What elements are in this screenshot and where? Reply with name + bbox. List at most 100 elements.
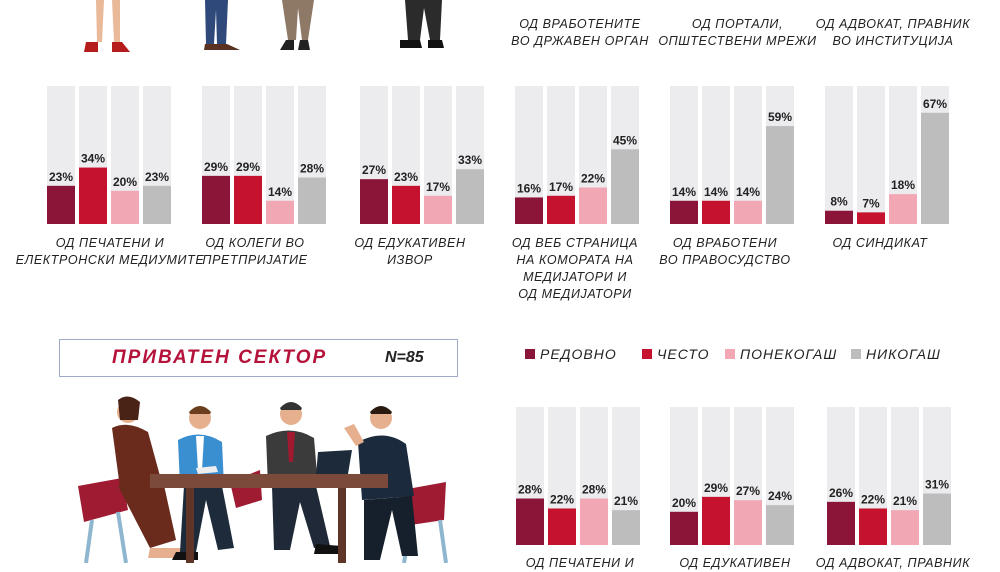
data-label: 22%	[861, 492, 885, 506]
bar	[766, 505, 794, 545]
bar	[857, 212, 885, 224]
data-label: 20%	[113, 175, 137, 189]
data-label: 21%	[614, 494, 638, 508]
data-label: 22%	[581, 171, 605, 185]
data-label: 67%	[923, 97, 947, 111]
category-label: ОД ПЕЧАТЕНИ И	[525, 556, 635, 570]
legend-swatch	[642, 349, 652, 359]
category-label: ОД ПЕЧАТЕНИ И ЕЛЕКТРОНСКИ МЕДИУМИТЕ	[15, 236, 205, 267]
legend-label: ПОНЕКОГАШ	[740, 346, 838, 362]
bar	[456, 169, 484, 224]
legend-item-ponekogash: ПОНЕКОГАШ	[725, 346, 837, 362]
data-label: 24%	[768, 489, 792, 503]
data-label: 22%	[550, 492, 574, 506]
data-label: 31%	[925, 478, 949, 492]
data-label: 29%	[704, 481, 728, 495]
bar	[580, 498, 608, 545]
top-label-3: ОД АДВОКАТ, ПРАВНИК ВО ИНСТИТУЦИЈА	[815, 17, 971, 48]
chart-group: 26% 22% 21% 31%	[827, 407, 951, 545]
data-label: 14%	[672, 185, 696, 199]
data-label: 23%	[145, 170, 169, 184]
category-label: ОД ВЕБ СТРАНИЦА НА КОМОРАТА НА МЕДИЈАТОР…	[511, 236, 639, 301]
bar	[143, 185, 171, 224]
data-label: 16%	[517, 181, 541, 195]
bar	[670, 511, 698, 545]
data-label: 23%	[49, 170, 73, 184]
bar	[766, 126, 794, 224]
data-label: 27%	[736, 484, 760, 498]
data-label: 18%	[891, 178, 915, 192]
private-sector-n: N=85	[385, 349, 424, 366]
legend-label: НИКОГАШ	[866, 346, 941, 362]
legend-item-nikogash: НИКОГАШ	[851, 346, 941, 362]
chart-group: 8% 7% 18% 67%	[825, 86, 949, 224]
category-label: ОД АДВОКАТ, ПРАВНИК	[815, 556, 971, 570]
bar	[891, 510, 919, 545]
category-label: ОД ВРАБОТЕНИ ВО ПРАВОСУДСТВО	[659, 236, 791, 267]
bar	[859, 508, 887, 545]
bar	[47, 185, 75, 224]
bar	[734, 500, 762, 545]
top-label-1: ОД ВРАБОТЕНИТЕ ВО ДРЖАВЕН ОРГАН	[511, 17, 649, 48]
data-label: 17%	[549, 180, 573, 194]
data-label: 59%	[768, 110, 792, 124]
top-figures	[84, 0, 444, 52]
bar	[889, 194, 917, 224]
bar	[515, 197, 543, 224]
bar	[360, 179, 388, 224]
bar	[516, 498, 544, 545]
legend-item-chesto: ЧЕСТО	[642, 346, 710, 362]
bar	[547, 195, 575, 224]
bar	[548, 508, 576, 545]
bar	[702, 496, 730, 545]
bar	[734, 200, 762, 224]
private-sector-box: ПРИВАТЕН СЕКТОР N=85	[59, 339, 458, 377]
data-label: 27%	[362, 163, 386, 177]
data-label: 7%	[862, 196, 880, 210]
data-label: 21%	[893, 494, 917, 508]
meeting-scene	[78, 396, 448, 563]
legend: РЕДОВНО ЧЕСТО ПОНЕКОГАШ НИКОГАШ	[525, 346, 965, 366]
category-label: ОД ЕДУКАТИВЕН	[679, 556, 791, 570]
bar	[234, 175, 262, 224]
chart-group: 23% 34% 20% 23%	[47, 86, 171, 224]
data-label: 14%	[704, 185, 728, 199]
category-label: ОД КОЛЕГИ ВО ПРЕТПРИЈАТИЕ	[202, 236, 308, 267]
chart-group: 28% 22% 28% 21%	[516, 407, 640, 545]
data-label: 28%	[582, 483, 606, 497]
legend-swatch	[525, 349, 535, 359]
top-label-2: ОД ПОРТАЛИ, ОПШТЕСТВЕНИ МРЕЖИ	[658, 17, 817, 48]
legend-swatch	[851, 349, 861, 359]
bar	[702, 200, 730, 224]
bar	[579, 187, 607, 224]
data-label: 14%	[736, 185, 760, 199]
category-label: ОД СИНДИКАТ	[832, 236, 928, 250]
data-label: 29%	[204, 160, 228, 174]
bar	[111, 190, 139, 224]
legend-item-redovno: РЕДОВНО	[525, 346, 617, 362]
data-label: 23%	[394, 170, 418, 184]
bar	[923, 493, 951, 545]
data-label: 34%	[81, 152, 105, 166]
data-label: 8%	[830, 195, 848, 209]
chart-group: 14% 14% 14% 59%	[670, 86, 794, 224]
data-label: 28%	[300, 162, 324, 176]
bar	[827, 501, 855, 545]
bar	[921, 112, 949, 224]
bar	[670, 200, 698, 224]
data-label: 33%	[458, 153, 482, 167]
bar	[825, 210, 853, 224]
bar	[392, 185, 420, 224]
bar	[612, 510, 640, 545]
chart-group: 20% 29% 27% 24%	[670, 407, 794, 545]
bar	[424, 195, 452, 224]
bar-track	[825, 86, 853, 224]
category-label: ОД ЕДУКАТИВЕН ИЗВОР	[354, 236, 466, 267]
legend-label: ЧЕСТО	[657, 346, 710, 362]
data-label: 26%	[829, 486, 853, 500]
data-label: 14%	[268, 185, 292, 199]
chart-group: 16% 17% 22% 45%	[515, 86, 639, 224]
